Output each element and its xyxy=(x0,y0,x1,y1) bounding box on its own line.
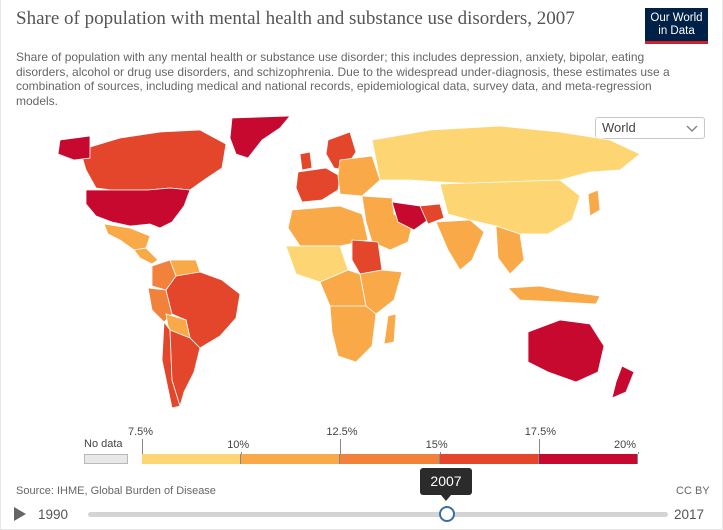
country-brazil[interactable] xyxy=(165,271,241,349)
legend-tick-label: 10% xyxy=(227,439,250,451)
logo-line-1: Our World xyxy=(650,12,703,24)
legend-bin-2[interactable] xyxy=(340,454,440,464)
legend-tick-label: 15% xyxy=(425,439,448,451)
region-western-europe[interactable] xyxy=(295,167,341,203)
region-select-value: World xyxy=(602,120,636,135)
legend-tick xyxy=(538,439,540,454)
region-select[interactable]: World xyxy=(595,117,705,139)
country-usa[interactable] xyxy=(85,187,191,229)
legend-bin-3[interactable] xyxy=(439,454,539,464)
timeline-end-year: 2017 xyxy=(674,507,705,522)
country-canada[interactable] xyxy=(79,129,227,191)
play-icon[interactable] xyxy=(14,507,26,521)
timeline-current-year: 2007 xyxy=(420,468,472,495)
chart-title: Share of population with mental health a… xyxy=(16,8,575,29)
region-se-asia[interactable] xyxy=(495,225,525,275)
world-map[interactable] xyxy=(0,110,723,425)
country-alaska[interactable] xyxy=(57,135,91,161)
timeline-handle[interactable] xyxy=(439,506,455,522)
country-sudan[interactable] xyxy=(351,239,383,275)
legend-tick-label: 7.5% xyxy=(128,426,154,438)
country-greenland[interactable] xyxy=(229,115,291,159)
legend-bin-0[interactable] xyxy=(142,454,242,464)
owid-logo[interactable]: Our World in Data xyxy=(645,8,708,44)
timeline-bubble-arrow xyxy=(441,495,451,501)
legend-bin-4[interactable] xyxy=(538,454,638,464)
country-argentina[interactable] xyxy=(169,329,201,408)
country-mexico[interactable] xyxy=(103,223,151,251)
country-afghanistan[interactable] xyxy=(419,203,445,225)
country-russia[interactable] xyxy=(371,125,641,185)
country-uk[interactable] xyxy=(299,151,313,171)
country-central-america[interactable] xyxy=(133,247,159,265)
legend-tick xyxy=(439,452,441,454)
country-new-zealand[interactable] xyxy=(611,365,635,399)
chart-subtitle: Share of population with any mental heal… xyxy=(16,50,670,108)
legend-tick-label: 20% xyxy=(614,439,637,451)
license-link[interactable]: CC BY xyxy=(676,485,710,497)
legend-tick-label: 17.5% xyxy=(524,426,556,438)
country-indonesia[interactable] xyxy=(507,285,601,305)
legend-tick-label: 12.5% xyxy=(326,426,358,438)
country-china[interactable] xyxy=(439,179,581,235)
legend-tick xyxy=(142,439,143,454)
region-southern-africa[interactable] xyxy=(329,305,377,363)
country-australia[interactable] xyxy=(527,319,605,383)
legend-bin-1[interactable] xyxy=(241,454,341,464)
legend-no-data-label: No data xyxy=(84,438,123,450)
legend-tick xyxy=(638,452,639,454)
legend-tick xyxy=(241,452,243,454)
chevron-down-icon xyxy=(686,125,698,133)
logo-line-2: in Data xyxy=(658,25,695,37)
country-japan[interactable] xyxy=(587,189,601,217)
country-india[interactable] xyxy=(435,219,485,271)
source-note[interactable]: Source: IHME, Global Burden of Disease xyxy=(16,485,216,497)
legend-tick xyxy=(340,439,342,454)
timeline-start-year: 1990 xyxy=(38,507,69,522)
country-madagascar[interactable] xyxy=(383,313,397,345)
country-iran[interactable] xyxy=(391,201,429,231)
legend-no-data-swatch xyxy=(84,454,128,464)
color-legend: No data 7.5% 10% 12.5% 15% 17.5% 20% xyxy=(84,426,644,466)
timeline-track[interactable] xyxy=(88,512,668,517)
region-eastern-europe[interactable] xyxy=(337,155,381,197)
